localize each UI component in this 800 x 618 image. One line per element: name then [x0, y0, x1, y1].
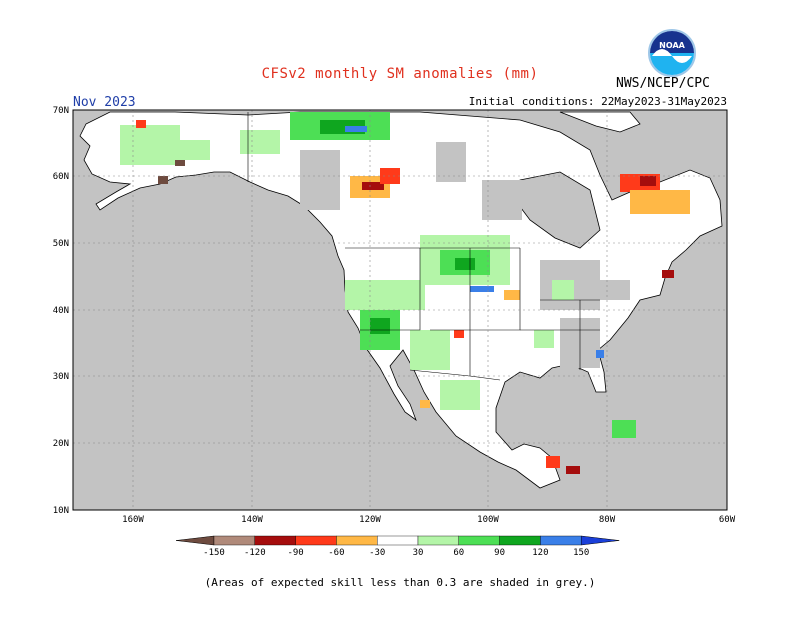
- lat-label: 40N: [53, 306, 69, 316]
- graticule: [73, 110, 727, 510]
- colorbar-tick-label: 150: [573, 548, 589, 558]
- colorbar-tick-label: -30: [369, 548, 385, 558]
- lon-label: 120W: [359, 515, 381, 525]
- longitude-labels: 160W 140W 120W 100W 80W 60W: [122, 515, 736, 525]
- colorbar-segment: [377, 535, 419, 546]
- colorbar-tick-label: 90: [494, 548, 505, 558]
- colorbar-tick-label: -120: [244, 548, 266, 558]
- map-border: [72, 109, 728, 511]
- lon-label: 100W: [477, 515, 499, 525]
- colorbar: -150 -120 -90 -60 -30 30 60 90 120 150: [175, 535, 620, 558]
- lon-label: 60W: [719, 515, 736, 525]
- colorbar-segment: [540, 535, 582, 546]
- lat-label: 60N: [53, 172, 69, 182]
- map-title: CFSv2 monthly SM anomalies (mm): [261, 66, 539, 82]
- colorbar-tick-label: -150: [203, 548, 225, 558]
- colorbar-tick-label: 30: [413, 548, 424, 558]
- lat-label: 30N: [53, 372, 69, 382]
- colorbar-tick-label: -60: [328, 548, 344, 558]
- lat-label: 70N: [53, 106, 69, 116]
- lon-label: 160W: [122, 515, 144, 525]
- colorbar-tick-label: 120: [532, 548, 548, 558]
- noaa-logo: NOAA: [648, 29, 696, 77]
- colorbar-segment: [213, 535, 255, 546]
- colorbar-segment: [417, 535, 459, 546]
- colorbar-segment: [458, 535, 500, 546]
- colorbar-segment: [254, 535, 296, 546]
- lat-label: 10N: [53, 506, 69, 516]
- colorbar-segment: [295, 535, 337, 546]
- svg-text:NOAA: NOAA: [659, 41, 685, 50]
- forecast-month: Nov 2023: [73, 95, 136, 110]
- lon-label: 140W: [241, 515, 263, 525]
- colorbar-arrow-low: [175, 535, 215, 546]
- lat-label: 50N: [53, 239, 69, 249]
- skill-footnote: (Areas of expected skill less than 0.3 a…: [204, 576, 596, 589]
- anomaly-cells: [120, 112, 690, 474]
- latitude-labels: 70N 60N 50N 40N 30N 20N 10N: [53, 106, 69, 516]
- initial-conditions: Initial conditions: 22May2023-31May2023: [468, 95, 727, 108]
- political-boundaries: [247, 112, 600, 381]
- lon-label: 80W: [599, 515, 616, 525]
- colorbar-tick-label: 60: [453, 548, 464, 558]
- colorbar-segment: [499, 535, 541, 546]
- colorbar-segment: [336, 535, 378, 546]
- center-label: NWS/NCEP/CPC: [616, 76, 710, 91]
- lat-label: 20N: [53, 439, 69, 449]
- colorbar-tick-label: -90: [287, 548, 303, 558]
- colorbar-arrow-high: [580, 535, 620, 546]
